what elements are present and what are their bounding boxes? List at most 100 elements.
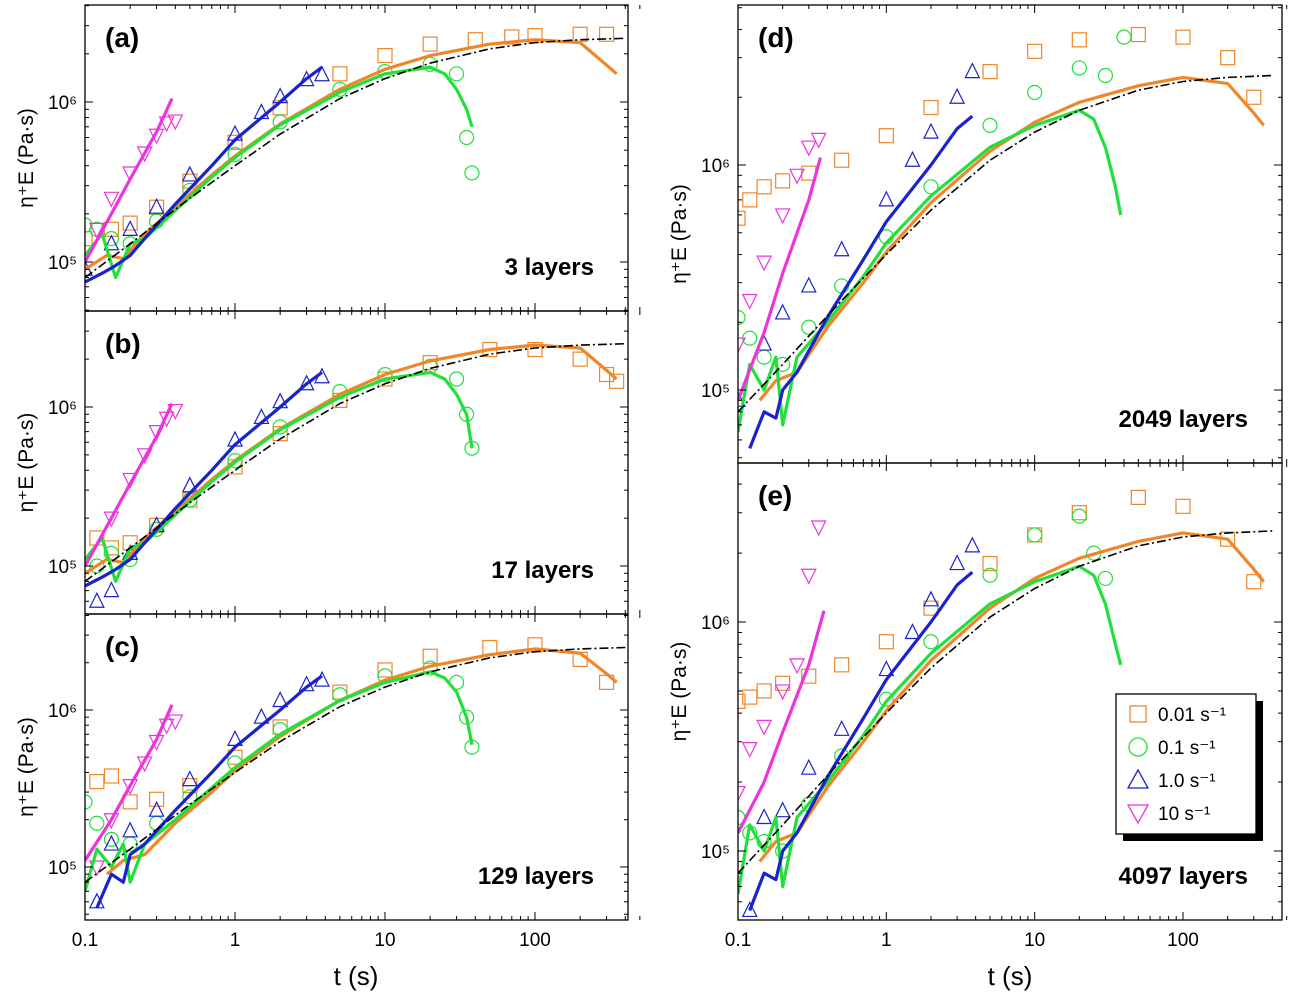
triangle-up-marker [148, 197, 165, 214]
series-line [738, 564, 1123, 895]
panel-c: 10⁵ 10⁶ 0.1 1 10 100 (c) 129 layers η⁺E (Pa·s) [15, 613, 641, 951]
circle-marker [464, 165, 480, 181]
x-tick-label: 1 [230, 930, 241, 951]
triangle-down-marker [756, 255, 773, 272]
lve-dashdot-line [85, 646, 626, 883]
panel-frame [84, 613, 629, 921]
triangle-up-marker [878, 660, 895, 677]
circle-marker [756, 349, 772, 365]
series-line [85, 670, 474, 892]
y-tick-label: 10⁵ [48, 253, 77, 274]
square-marker [332, 66, 348, 82]
triangle-up-marker [756, 808, 773, 825]
triangle-down-marker [774, 684, 791, 701]
y-axis-title: η⁺E (Pa·s) [668, 184, 691, 284]
legend-label: 1.0 s⁻¹ [1158, 771, 1216, 792]
square-marker [878, 634, 894, 650]
square-marker [482, 639, 498, 656]
panels: 10⁵ 10⁶ (a) 3 layers η⁺E (Pa·s) 10⁵ 10⁶ (b) 17 l… [15, 4, 1288, 951]
triangle-up-marker [904, 150, 921, 167]
square-marker [1246, 574, 1262, 590]
square-marker [834, 657, 850, 673]
circle-marker [1027, 527, 1043, 543]
square-marker [1130, 26, 1146, 43]
x-axis-title: t (s) [988, 961, 1033, 991]
x-tick-label: 10 [1024, 930, 1045, 951]
triangle-up-marker [103, 834, 120, 851]
square-marker [775, 173, 791, 189]
layer-annotation: 129 layers [478, 863, 594, 890]
x-tick-label: 1 [881, 930, 892, 951]
series-line [85, 97, 174, 263]
square-marker [527, 341, 543, 358]
layer-annotation: 3 layers [505, 254, 594, 281]
series-line [85, 343, 618, 575]
triangle-down-marker [158, 116, 175, 133]
layer-annotation: 2049 layers [1119, 406, 1248, 433]
series-line [85, 38, 618, 271]
axis-titles: t (s) t (s) [334, 961, 1033, 991]
square-marker [504, 29, 520, 45]
triangle-down-marker [167, 714, 184, 731]
series-line [738, 108, 1123, 433]
triangle-up-marker [923, 590, 939, 607]
circle-marker [878, 691, 894, 707]
triangle-up-marker [774, 303, 791, 320]
triangle-down-marker [136, 448, 153, 465]
triangle-down-marker [167, 403, 184, 420]
square-marker [422, 36, 438, 52]
panel-a: 10⁵ 10⁶ (a) 3 layers η⁺E (Pa·s) [15, 4, 641, 312]
triangle-down-marker [789, 658, 805, 675]
circle-marker [801, 319, 817, 335]
square-marker [422, 648, 438, 664]
x-tick-label: 0.1 [72, 930, 98, 951]
circle-marker [103, 831, 120, 847]
triangle-down-marker [103, 813, 120, 830]
circle-marker [982, 117, 998, 133]
y-tick-label: 10⁵ [48, 858, 77, 879]
square-marker [1220, 50, 1236, 66]
plot-area [85, 26, 626, 284]
square-marker [377, 47, 393, 64]
circle-marker [923, 634, 939, 650]
x-axis-title: t (s) [334, 961, 379, 991]
series-line [85, 371, 323, 588]
series-line [85, 65, 323, 284]
y-axis-title: η⁺E (Pa·s) [15, 108, 38, 208]
triangle-up-marker [949, 554, 966, 571]
triangle-down-marker [103, 511, 120, 528]
lve-dashdot-line [738, 530, 1273, 874]
square-marker [598, 26, 615, 42]
triangle-down-marker [738, 337, 746, 354]
triangle-up-marker [833, 240, 850, 257]
series-line [95, 674, 323, 909]
square-marker [227, 749, 243, 765]
triangle-down-marker [738, 785, 746, 802]
circle-marker [459, 129, 475, 146]
y-tick-label: 10⁵ [48, 557, 77, 578]
legend-label: 10 s⁻¹ [1158, 804, 1210, 825]
legend-box [1115, 693, 1257, 835]
series-line [738, 157, 823, 401]
lve-dashdot-line [85, 37, 626, 279]
triangle-down-marker [103, 191, 120, 208]
circle-marker [377, 366, 393, 383]
triangle-up-marker [904, 623, 921, 640]
square-marker [1027, 43, 1043, 59]
legend-triangle-up-icon [1126, 768, 1150, 789]
square-marker [923, 600, 939, 616]
plot-area [85, 341, 626, 608]
panel-d: 10⁵ 10⁶ (d) 2049 layers η⁺E (Pa·s) [668, 4, 1288, 464]
layer-annotation: 4097 layers [1119, 863, 1248, 890]
circle-marker [85, 794, 93, 810]
y-tick-label: 10⁶ [48, 398, 77, 419]
circle-marker [1116, 29, 1132, 45]
series-line [748, 570, 974, 912]
circle-marker [1097, 67, 1114, 84]
square-marker [738, 693, 746, 710]
square-marker [89, 773, 105, 790]
triangle-up-marker [88, 591, 105, 608]
x-tick-label: 100 [1167, 930, 1199, 951]
triangle-down-marker [810, 132, 827, 149]
